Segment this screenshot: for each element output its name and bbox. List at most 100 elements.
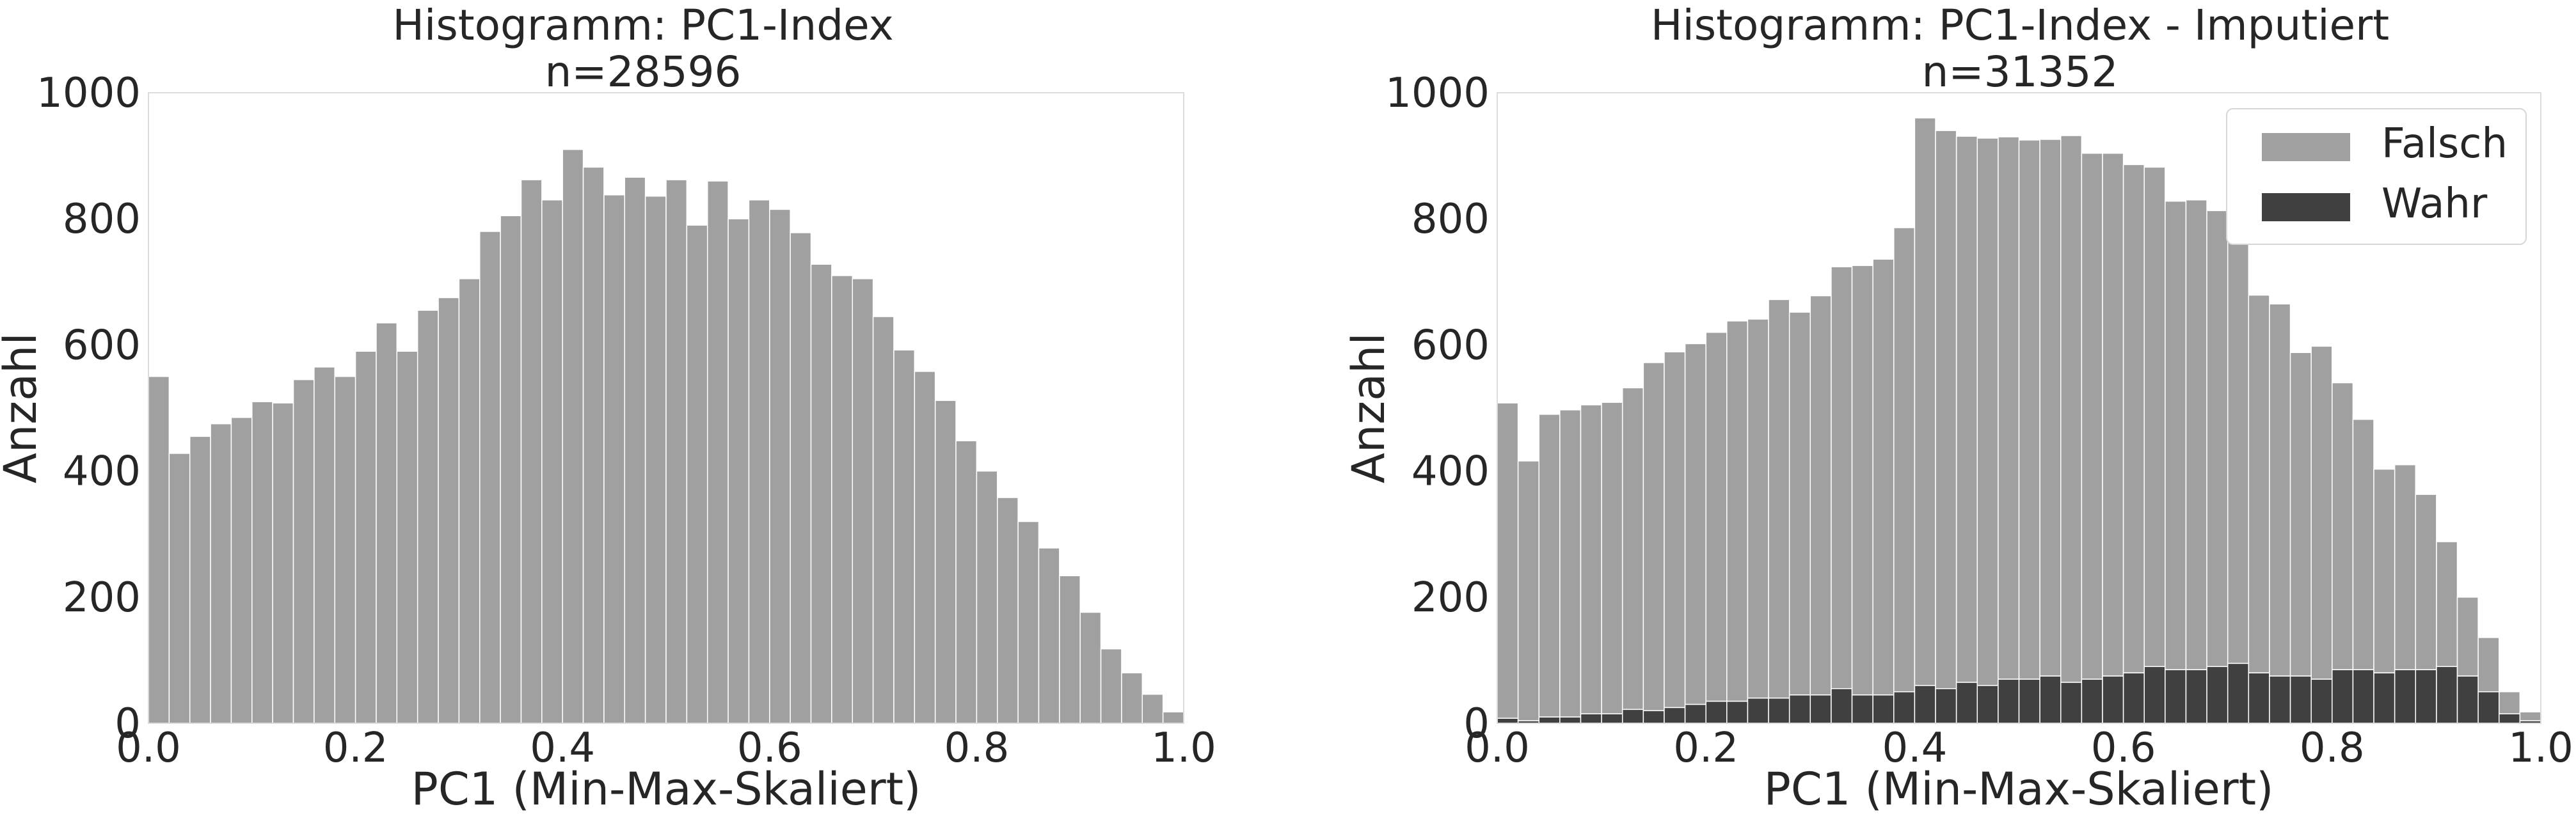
x-tick-label: 0.8 [2300, 725, 2365, 772]
legend-swatch-falsch [2262, 133, 2350, 161]
bar-wahr [2185, 669, 2207, 724]
x-tick-label: 0.0 [1465, 725, 1530, 772]
bar [852, 278, 874, 724]
x-tick-label: 0.2 [323, 725, 388, 772]
bar-falsch [2143, 166, 2166, 668]
bar [997, 497, 1019, 724]
bar [706, 180, 729, 724]
bar-wahr [1705, 700, 1728, 724]
y-axis-label: Anzahl [0, 333, 47, 483]
bar-falsch [1914, 117, 1936, 686]
legend-label-falsch: Falsch [2381, 120, 2508, 168]
x-tick-label: 0.4 [530, 725, 595, 772]
bar-wahr [1998, 679, 2020, 724]
bar-falsch [2415, 494, 2437, 670]
bar [458, 278, 481, 724]
bar-wahr [1684, 703, 1706, 724]
bar [603, 194, 626, 724]
chart-title: Histogramm: PC1-Index - Imputiert [1651, 1, 2389, 50]
x-tick-label: 0.6 [737, 725, 802, 772]
bar [479, 231, 501, 724]
bar-wahr [1935, 688, 1957, 724]
y-tick-label: 600 [63, 322, 141, 369]
bar-group [148, 148, 1184, 724]
bar-wahr [1580, 713, 1602, 724]
y-axis-label: Anzahl [1342, 333, 1395, 483]
plot-frame [1497, 92, 2541, 724]
bar [624, 177, 646, 724]
bar-falsch [2394, 464, 2417, 670]
bar-wahr [2102, 675, 2124, 724]
bar-falsch [1851, 265, 1873, 696]
bar-wahr [1747, 697, 1769, 724]
bar [438, 297, 460, 724]
bar-wahr [2310, 679, 2333, 724]
bar-falsch [1517, 460, 1539, 721]
bar [1121, 672, 1143, 724]
bar-wahr [1538, 716, 1561, 724]
bar-falsch [1580, 404, 1602, 714]
bar-falsch [2227, 219, 2250, 664]
bar [251, 401, 273, 724]
bar [582, 166, 605, 724]
bar [541, 199, 563, 724]
bar-wahr [2499, 713, 2521, 724]
bar-falsch [2122, 164, 2145, 673]
bar [955, 440, 978, 724]
y-tick-labels: 0 200 400 600 800 1000 [36, 70, 141, 748]
bar-wahr [1872, 694, 1895, 724]
bar [1017, 521, 1040, 724]
x-tick-label: 0.4 [1882, 725, 1948, 772]
bar-wahr [2039, 675, 2062, 724]
bar-wahr [1788, 694, 1811, 724]
bar-falsch [1976, 137, 1999, 686]
bar-wahr [1809, 694, 1832, 724]
bar-wahr [2248, 672, 2270, 724]
bar-falsch [1788, 311, 1811, 696]
x-tick-label: 0.0 [116, 725, 181, 772]
x-tick-label: 1.0 [2508, 725, 2573, 772]
legend: Falsch Wahr [2226, 108, 2527, 245]
bar-falsch [1664, 351, 1686, 709]
bar [396, 350, 418, 724]
bar-wahr [2477, 691, 2500, 724]
bar-wahr [1664, 707, 1686, 724]
histogram-chart-right: Histogramm: PC1-Index - Imputiert n=3135… [1342, 1, 2573, 815]
bar-falsch [1684, 343, 1706, 705]
bar [292, 379, 315, 724]
bar-falsch [2332, 382, 2354, 670]
legend-swatch-wahr [2262, 193, 2350, 221]
bar-falsch [2039, 139, 2062, 677]
bar-falsch [2310, 345, 2333, 680]
bar [210, 423, 232, 724]
chart-title: Histogramm: PC1-Index [392, 1, 893, 50]
bar-wahr [2436, 666, 2458, 724]
bar [810, 263, 832, 724]
bar [334, 375, 356, 724]
bar-wahr [1851, 694, 1873, 724]
bar-falsch [2289, 352, 2312, 677]
bar-falsch [2102, 152, 2124, 677]
bar [500, 215, 522, 724]
y-tick-label: 400 [1411, 448, 1490, 496]
bar-falsch [1872, 258, 1895, 696]
plot-frame [148, 92, 1184, 724]
bar [727, 218, 750, 724]
bar-wahr [1768, 697, 1790, 724]
bar-wahr [2456, 675, 2479, 724]
bar [1059, 575, 1081, 724]
y-tick-label: 1000 [1385, 70, 1490, 117]
bar-falsch [1621, 387, 1644, 710]
bar [934, 400, 957, 724]
bar-falsch [2499, 691, 2521, 714]
bar-wahr [1559, 716, 1582, 724]
bar [1079, 611, 1102, 724]
bar [1162, 711, 1184, 724]
bar [168, 453, 191, 724]
x-axis-label: PC1 (Min-Max-Skaliert) [1764, 763, 2274, 815]
bar-wahr [1642, 710, 1665, 724]
bar [148, 375, 170, 724]
bar-wahr [1914, 685, 1936, 724]
bar [230, 417, 253, 724]
x-tick-label: 0.6 [2091, 725, 2156, 772]
